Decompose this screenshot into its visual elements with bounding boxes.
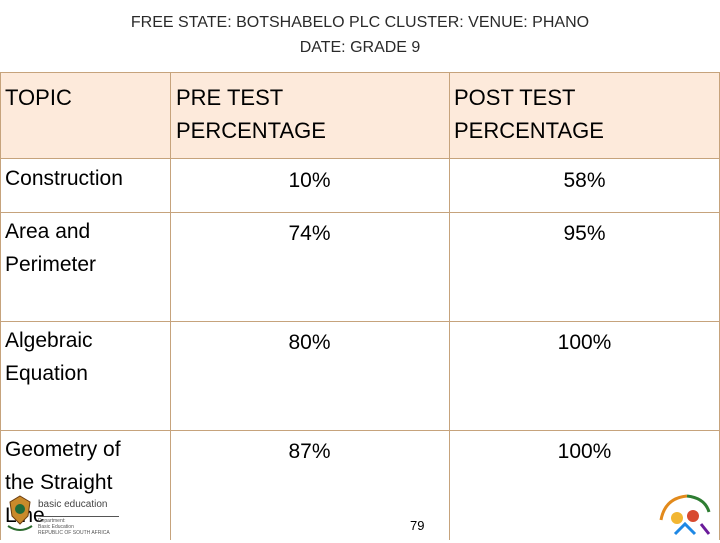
table-row-topic: Area and Perimeter [5, 215, 167, 281]
header-topic: TOPIC [5, 81, 165, 114]
table-row-topic: Construction [5, 162, 167, 195]
column-divider [449, 72, 450, 540]
anniversary-badge [655, 490, 715, 538]
badge-icon [659, 494, 711, 536]
post-test-value: 100% [557, 331, 612, 354]
topic-line: the Straight [5, 471, 113, 494]
topic-line: Algebraic [5, 329, 93, 352]
logo-title: basic education [38, 499, 108, 510]
pre-test-value: 74% [288, 222, 331, 245]
header-post-test-line-1: POST TEST [454, 85, 576, 110]
row-divider [0, 212, 720, 213]
post-test-value: 58% [563, 169, 606, 192]
results-table: TOPIC PRE TEST PERCENTAGE POST TEST PERC… [0, 72, 720, 540]
header-pre-test: PRE TEST PERCENTAGE [176, 81, 446, 147]
logo-subtitle-line: Department: [38, 518, 66, 524]
topic-line: Geometry of [5, 438, 121, 461]
row-divider [0, 158, 720, 159]
post-test-value: 100% [557, 440, 612, 463]
post-test-value: 95% [563, 222, 606, 245]
column-divider [170, 72, 171, 540]
pre-test-value: 80% [288, 331, 331, 354]
row-divider [0, 321, 720, 322]
title-line-2: DATE: GRADE 9 [299, 39, 421, 56]
topic-line: Perimeter [5, 253, 97, 276]
header-topic-label: TOPIC [5, 85, 72, 110]
title-line-1: FREE STATE: BOTSHABELO PLC CLUSTER: VENU… [130, 14, 590, 31]
page-number: 79 [410, 518, 425, 533]
table-border-left [0, 72, 1, 540]
header-pre-test-line-2: PERCENTAGE [176, 118, 326, 143]
logo-subtitle: Department: Basic Education REPUBLIC OF … [38, 518, 120, 536]
header-pre-test-line-1: PRE TEST [176, 85, 284, 110]
pre-test-value: 10% [288, 169, 331, 192]
table-row-topic: Algebraic Equation [5, 324, 167, 390]
topic-line: Area and [5, 220, 91, 243]
topic-line: Construction [5, 167, 123, 190]
table-header-background [0, 72, 720, 158]
logo-divider [39, 516, 119, 517]
topic-line: Equation [5, 362, 88, 385]
pre-test-value: 87% [288, 440, 331, 463]
logo-subtitle-line: REPUBLIC OF SOUTH AFRICA [38, 530, 110, 536]
header-post-test-line-2: PERCENTAGE [454, 118, 604, 143]
table-border-top [0, 72, 720, 73]
row-divider [0, 430, 720, 431]
department-logo: basic education Department: Basic Educat… [4, 494, 124, 536]
coat-of-arms-icon [7, 495, 33, 531]
logo-subtitle-line: Basic Education [38, 524, 74, 530]
header-post-test: POST TEST PERCENTAGE [454, 81, 714, 147]
